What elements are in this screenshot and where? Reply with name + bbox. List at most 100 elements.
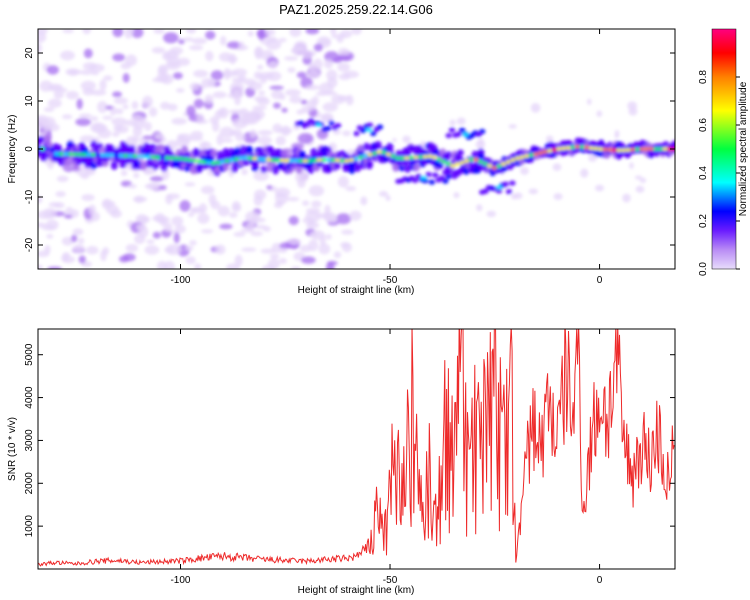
spectrogram-cell [127,154,133,158]
spectrogram-cell [505,160,511,164]
spectrogram-cell [307,69,320,78]
spectrogram-cell [165,194,173,205]
spectrogram-cell [142,167,157,175]
spectrogram-cell [160,101,171,110]
spectrogram-cell [495,188,503,194]
x-tick-label: -50 [383,575,398,586]
colorbar-tick-label: 0.8 [698,70,709,84]
y-tick-label: 5000 [24,343,35,366]
spectrogram-cell [222,70,238,77]
spectrogram-cell [78,113,92,119]
colorbar-tick-label: 0.2 [698,214,709,228]
spectrogram-cell [205,50,214,62]
spectrogram-cell [657,147,663,151]
y-tick-label: 4000 [24,386,35,409]
spectrogram-cell [473,157,479,162]
spectrogram-cell [301,256,316,264]
spectrogram-cell [358,155,364,160]
spectrogram-cell [533,152,539,156]
spectrogram-cell [58,152,64,156]
spectrogram-cell [372,151,377,156]
spectrogram-cell [211,120,220,132]
spectrogram-cell [157,144,165,152]
spectrogram-cell [616,148,622,153]
spectrogram-cell [257,29,266,41]
spectrogram-cell [78,255,86,264]
spectrogram-cell [165,61,181,70]
spectrogram-cell [215,160,221,165]
spectrogram-cell [404,164,412,173]
spectrogram-cell [337,175,349,188]
spectrogram-cell [90,116,99,122]
spectrogram-cell [296,71,307,79]
spectrogram-cell [253,96,268,102]
spectrogram-cell [239,144,247,154]
spectrogram-cell [226,41,242,49]
spectrogram-cell [133,172,140,179]
spectrogram-cell [38,31,47,43]
snr-ticks: -100 -50 0 1000 2000 3000 4000 5000 [24,329,675,586]
spectrogram-cell [538,151,543,155]
spectrogram-cell [269,148,277,157]
spectrogram-cell [289,95,303,104]
spectrogram-cell [261,157,267,162]
spectrogram-cell [132,196,148,203]
spectrogram-cell [586,98,592,105]
spectrogram-cell [97,101,108,113]
spectrogram-cell [634,175,643,180]
spectrogram-cell [584,145,589,150]
spectrogram-cell [77,152,82,157]
spectrogram-cell [38,43,43,53]
spectrogram-cell [374,140,382,150]
spectrogram-cell [445,161,451,166]
spectrogram-cell [520,166,529,175]
spectrogram-cell [49,123,60,132]
spectrogram-cell [264,29,276,36]
spectrogram-cell [281,107,288,113]
spectrogram-cell [196,113,205,125]
spectrogram-cell [422,154,428,159]
x-tick-label: -100 [170,575,190,586]
spectrogram-cell [445,173,452,180]
spectrogram-cell [66,90,79,100]
spectrogram-cell [47,162,54,170]
spectrogram-cell [293,158,299,163]
spectrogram-cell [611,148,617,152]
spectrogram-cell [328,120,335,126]
spectrogram-cell [313,58,323,71]
spectrogram-cell [163,261,176,269]
spectrogram-cell [381,150,387,155]
spectrogram-cell [238,74,247,83]
spectrogram-cell [653,147,659,151]
spectrogram-cell [205,30,216,40]
spectrogram-cell [38,136,45,143]
spectrogram-cell [341,242,353,253]
spectrogram-cell [639,147,645,151]
spectrogram-cell [345,94,354,106]
spectrogram-cell [224,159,230,163]
spectrogram-cell [339,158,345,163]
spectrogram-cell [305,29,320,35]
spectrogram-cell [629,162,634,170]
spectrogram-cell [284,56,299,61]
spectrogram-cell [146,239,155,244]
spectrogram-cell [112,29,124,38]
spectrogram-cell [477,138,485,145]
spectrogram-cell [510,158,516,162]
spectrogram-cell [178,156,184,161]
spectrogram-cell [344,159,350,163]
spectrogram-cell [422,178,429,184]
spectrogram-cell [376,124,384,130]
spectrogram-cell [45,219,59,231]
spectrogram-cell [229,212,238,218]
spectrogram-cell [88,63,105,73]
spectrogram-cell [428,179,436,185]
spectrogram-cell [360,127,367,134]
spectrogram-cell [38,250,50,258]
spectrogram-cell [187,212,195,217]
spectrogram-cell [408,155,414,160]
spectrogram-cell [547,149,553,153]
spectrogram-cell [343,70,360,79]
spectrogram-cell [204,94,214,104]
spectrogram-cell [48,83,63,92]
